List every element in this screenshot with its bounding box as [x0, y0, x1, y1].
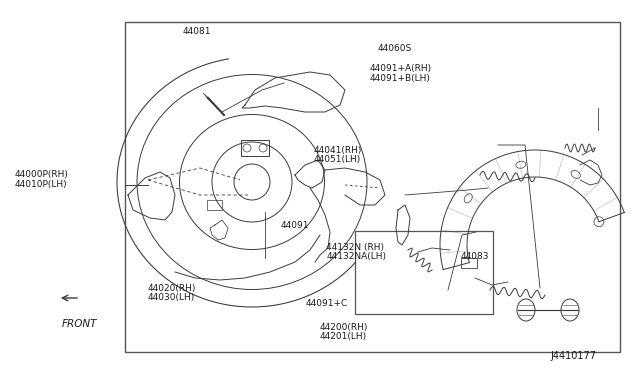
Text: 44020(RH): 44020(RH) — [147, 284, 196, 293]
Text: 44132NA(LH): 44132NA(LH) — [326, 252, 387, 261]
Text: 44051(LH): 44051(LH) — [314, 155, 361, 164]
Text: 44091+A(RH): 44091+A(RH) — [370, 64, 432, 73]
Bar — [241, 140, 269, 156]
Bar — [461, 257, 477, 267]
Text: 44132N (RH): 44132N (RH) — [326, 243, 385, 252]
Text: 44091+B(LH): 44091+B(LH) — [370, 74, 431, 83]
Text: 44030(LH): 44030(LH) — [147, 293, 195, 302]
Text: 44091: 44091 — [280, 221, 309, 230]
Bar — [125, 22, 620, 352]
Text: 44010P(LH): 44010P(LH) — [14, 180, 67, 189]
Text: 44200(RH): 44200(RH) — [320, 323, 369, 332]
Text: 44000P(RH): 44000P(RH) — [14, 170, 68, 179]
Text: 44041(RH): 44041(RH) — [314, 146, 362, 155]
Text: J4410177: J4410177 — [550, 351, 596, 360]
Text: FRONT: FRONT — [62, 320, 97, 329]
Bar — [207, 200, 222, 210]
Bar — [355, 231, 493, 314]
Text: 44060S: 44060S — [378, 44, 412, 53]
Text: 44091+C: 44091+C — [306, 299, 348, 308]
Text: 44083: 44083 — [461, 252, 490, 261]
Text: 44081: 44081 — [182, 27, 211, 36]
Text: 44201(LH): 44201(LH) — [320, 332, 367, 341]
